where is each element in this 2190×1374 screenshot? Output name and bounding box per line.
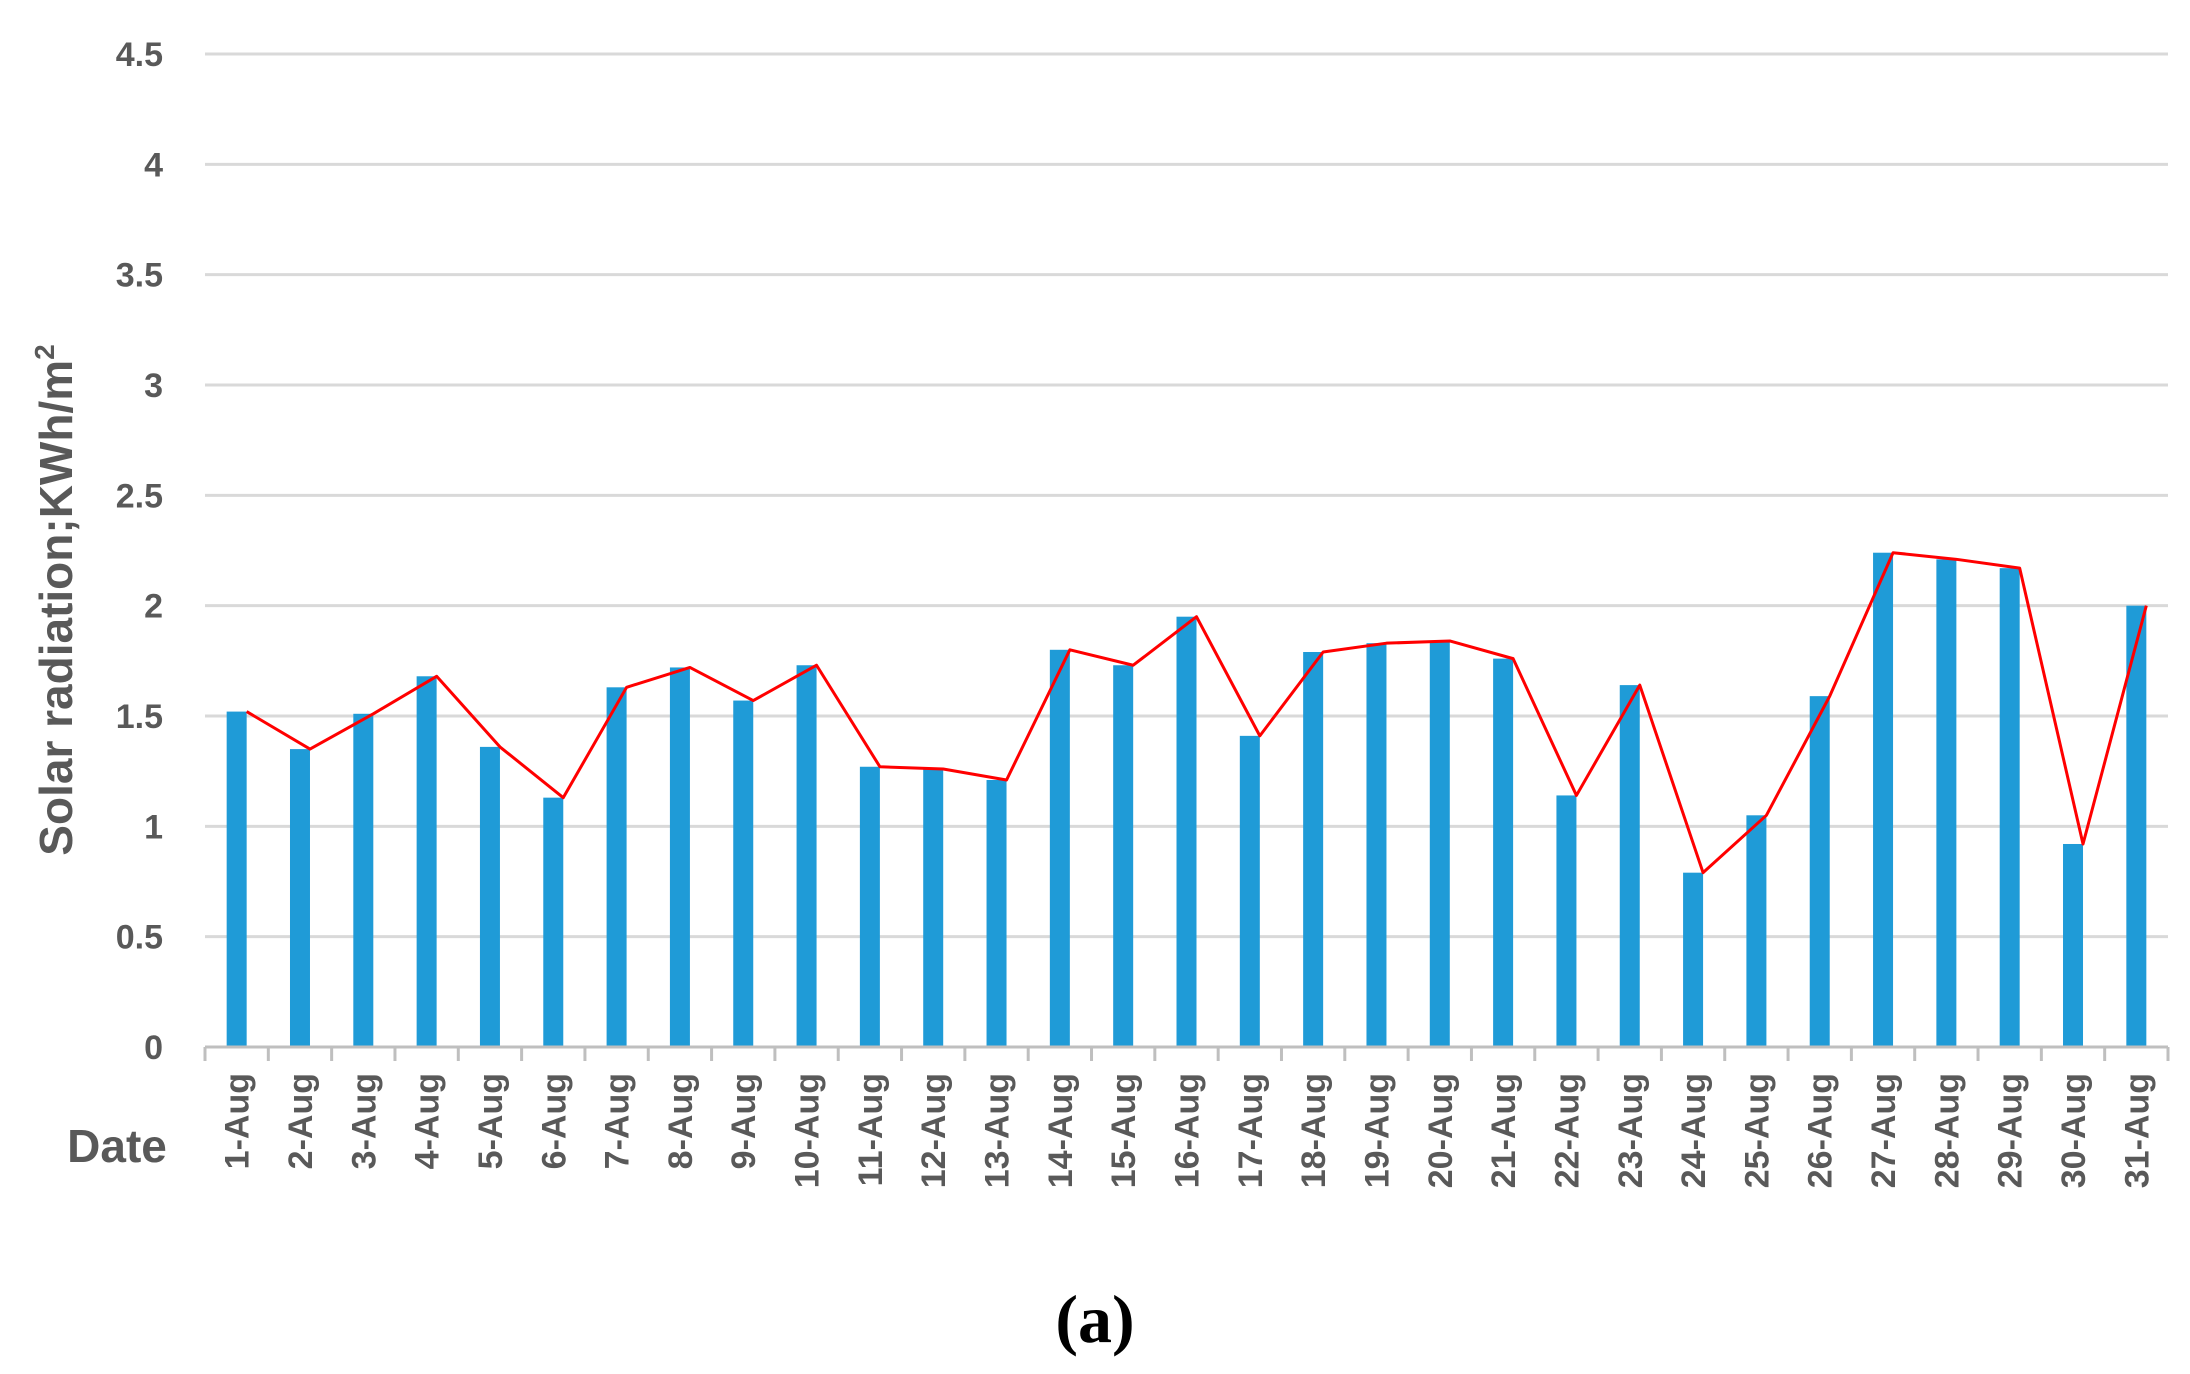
y-tick-label: 0 xyxy=(144,1029,163,1067)
x-axis xyxy=(203,1045,2170,1061)
x-axis-title: Date xyxy=(67,1120,167,1172)
bar xyxy=(226,711,247,1047)
x-tick-label: 16-Aug xyxy=(1169,1073,1207,1188)
x-tick-label: 20-Aug xyxy=(1422,1073,1460,1188)
y-axis-title: Solar radiation;KWh/m2 xyxy=(29,344,82,855)
x-tick-label: 22-Aug xyxy=(1548,1073,1586,1188)
y-axis-tick-labels: 0 0.5 1 1.5 2 2.5 3 3.5 4 4.5 xyxy=(116,36,163,1067)
bar xyxy=(2063,843,2084,1047)
x-tick-label: 28-Aug xyxy=(1928,1073,1966,1188)
y-tick-label: 1.5 xyxy=(116,698,163,736)
x-tick-label: 24-Aug xyxy=(1675,1073,1713,1188)
bar xyxy=(1176,616,1197,1047)
bar xyxy=(1873,552,1894,1047)
x-tick-label: 13-Aug xyxy=(979,1073,1017,1188)
x-tick-label: 19-Aug xyxy=(1358,1073,1396,1188)
bar xyxy=(796,665,817,1047)
x-tick-label: 26-Aug xyxy=(1802,1073,1840,1188)
bar xyxy=(1429,640,1450,1047)
x-tick-label: 29-Aug xyxy=(1992,1073,2030,1188)
y-tick-label: 1 xyxy=(144,808,163,846)
x-tick-label: 3-Aug xyxy=(345,1073,383,1169)
x-tick-label: 30-Aug xyxy=(2055,1073,2093,1188)
bar xyxy=(1936,559,1957,1047)
bar xyxy=(1493,658,1514,1047)
x-tick-label: 2-Aug xyxy=(282,1073,320,1169)
bar xyxy=(1619,685,1640,1047)
x-tick-label: 23-Aug xyxy=(1612,1073,1650,1188)
x-tick-label: 27-Aug xyxy=(1865,1073,1903,1188)
y-tick-label: 2 xyxy=(144,588,163,626)
line-series xyxy=(245,551,2148,875)
bar xyxy=(416,676,437,1047)
y-tick-label: 4.5 xyxy=(116,36,163,74)
x-tick-label: 8-Aug xyxy=(662,1073,700,1169)
x-tick-label: 10-Aug xyxy=(789,1073,827,1188)
bar xyxy=(1239,735,1260,1047)
x-tick-label: 5-Aug xyxy=(472,1073,510,1169)
bar xyxy=(479,746,500,1047)
x-axis-tick-labels: 1-Aug 2-Aug 3-Aug 4-Aug 5-Aug 6-Aug 7-Aug 8-Aug… xyxy=(219,1073,2157,1188)
bar xyxy=(1113,665,1134,1047)
x-tick-label: 14-Aug xyxy=(1042,1073,1080,1188)
bar-series xyxy=(226,552,2147,1047)
bar xyxy=(986,779,1007,1047)
x-tick-label: 18-Aug xyxy=(1295,1073,1333,1188)
bar xyxy=(1049,649,1070,1047)
x-tick-label: 12-Aug xyxy=(915,1073,953,1188)
bar xyxy=(733,700,754,1047)
figure-caption: (a) xyxy=(1055,1281,1134,1357)
bar xyxy=(923,768,944,1047)
x-tick-label: 1-Aug xyxy=(219,1073,257,1169)
x-tick-label: 17-Aug xyxy=(1232,1073,1270,1188)
gridlines xyxy=(205,52,2168,939)
bar xyxy=(1809,696,1830,1047)
bar xyxy=(1746,815,1767,1047)
y-tick-label: 0.5 xyxy=(116,919,163,957)
bar xyxy=(669,667,690,1047)
bar xyxy=(1683,872,1704,1047)
x-tick-label: 7-Aug xyxy=(599,1073,637,1169)
bar xyxy=(859,766,880,1047)
x-tick-label: 25-Aug xyxy=(1738,1073,1776,1188)
bar xyxy=(289,749,310,1047)
x-tick-label: 6-Aug xyxy=(535,1073,573,1169)
y-tick-label: 3.5 xyxy=(116,257,163,295)
bar xyxy=(543,797,564,1047)
bar xyxy=(606,687,627,1047)
line-series-path xyxy=(245,551,2148,875)
bar xyxy=(1366,643,1387,1047)
x-tick-label: 15-Aug xyxy=(1105,1073,1143,1188)
y-tick-label: 2.5 xyxy=(116,477,163,515)
bar xyxy=(1999,568,2020,1047)
bar xyxy=(1556,795,1577,1047)
x-tick-label: 9-Aug xyxy=(725,1073,763,1169)
bar xyxy=(1303,652,1324,1047)
y-tick-label: 4 xyxy=(144,146,163,184)
bar xyxy=(2126,605,2147,1047)
x-tick-label: 31-Aug xyxy=(2118,1073,2156,1188)
y-tick-label: 3 xyxy=(144,367,163,405)
x-tick-label: 21-Aug xyxy=(1485,1073,1523,1188)
x-tick-label: 11-Aug xyxy=(852,1073,890,1186)
bar xyxy=(353,713,374,1047)
x-tick-label: 4-Aug xyxy=(409,1073,447,1169)
